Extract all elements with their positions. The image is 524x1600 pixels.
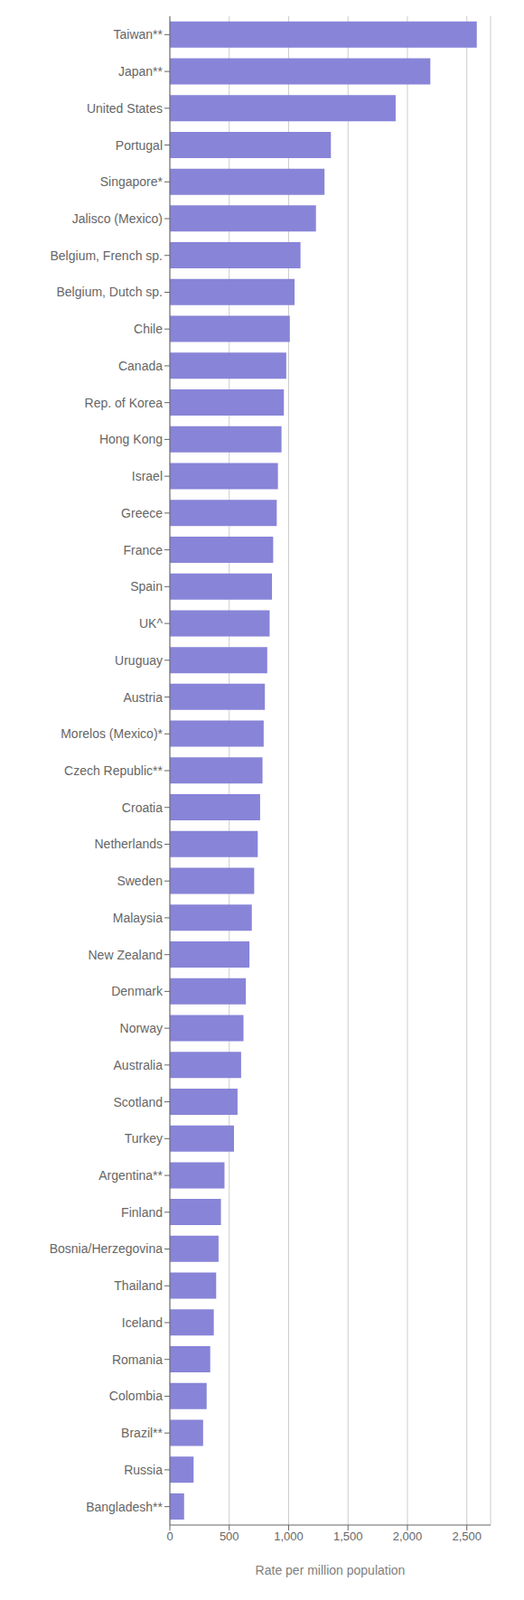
svg-text:Bosnia/Herzegovina: Bosnia/Herzegovina bbox=[49, 1241, 164, 1256]
svg-text:Israel: Israel bbox=[131, 468, 163, 484]
svg-text:Croatia: Croatia bbox=[121, 800, 163, 815]
svg-text:Turkey: Turkey bbox=[124, 1131, 163, 1146]
svg-text:Malaysia: Malaysia bbox=[112, 910, 163, 926]
svg-text:Denmark: Denmark bbox=[111, 983, 164, 999]
svg-text:Chile: Chile bbox=[133, 321, 163, 337]
svg-text:Finland: Finland bbox=[121, 1205, 163, 1220]
svg-text:New Zealand: New Zealand bbox=[88, 947, 164, 963]
svg-text:Rate per million population: Rate per million population bbox=[255, 1562, 406, 1578]
svg-text:Uruguay: Uruguay bbox=[114, 653, 163, 668]
svg-text:Sweden: Sweden bbox=[116, 873, 163, 889]
svg-text:France: France bbox=[122, 542, 163, 558]
svg-text:Rep. of Korea: Rep. of Korea bbox=[84, 395, 164, 411]
svg-text:Bangladesh**: Bangladesh** bbox=[85, 1499, 163, 1515]
svg-text:500: 500 bbox=[219, 1529, 240, 1544]
svg-text:1,000: 1,000 bbox=[273, 1529, 304, 1544]
svg-text:Greece: Greece bbox=[121, 505, 163, 521]
svg-text:Norway: Norway bbox=[120, 1020, 163, 1036]
svg-text:Portugal: Portugal bbox=[115, 138, 163, 153]
svg-text:Czech Republic**: Czech Republic** bbox=[64, 763, 163, 778]
svg-text:Russia: Russia bbox=[123, 1462, 163, 1478]
svg-text:1,500: 1,500 bbox=[333, 1529, 364, 1544]
svg-text:Thailand: Thailand bbox=[113, 1278, 163, 1293]
svg-text:United States: United States bbox=[86, 101, 163, 116]
svg-text:Spain: Spain bbox=[130, 579, 163, 594]
svg-text:UK^: UK^ bbox=[139, 616, 163, 631]
svg-text:Singapore*: Singapore* bbox=[100, 174, 164, 189]
svg-text:Austria: Austria bbox=[122, 690, 163, 705]
svg-text:Scotland: Scotland bbox=[113, 1094, 163, 1110]
svg-text:Colombia: Colombia bbox=[109, 1388, 163, 1404]
svg-text:Belgium, Dutch sp.: Belgium, Dutch sp. bbox=[56, 284, 164, 300]
svg-text:Belgium, French sp.: Belgium, French sp. bbox=[50, 248, 164, 263]
svg-text:Netherlands: Netherlands bbox=[94, 836, 164, 852]
svg-text:Jalisco (Mexico): Jalisco (Mexico) bbox=[72, 211, 163, 226]
svg-text:Iceland: Iceland bbox=[121, 1315, 163, 1330]
svg-text:Morelos (Mexico)*: Morelos (Mexico)* bbox=[60, 726, 163, 741]
svg-text:Hong Kong: Hong Kong bbox=[99, 431, 163, 447]
svg-text:Brazil**: Brazil** bbox=[121, 1425, 163, 1441]
svg-text:Romania: Romania bbox=[112, 1352, 163, 1367]
svg-text:Argentina**: Argentina** bbox=[98, 1168, 163, 1183]
svg-text:0: 0 bbox=[166, 1529, 173, 1544]
svg-text:Canada: Canada bbox=[118, 358, 163, 374]
svg-text:Japan**: Japan** bbox=[118, 64, 164, 79]
svg-text:2,500: 2,500 bbox=[451, 1529, 482, 1544]
svg-text:Taiwan**: Taiwan** bbox=[113, 27, 164, 42]
svg-text:2,000: 2,000 bbox=[393, 1529, 423, 1544]
svg-text:Australia: Australia bbox=[113, 1057, 164, 1073]
